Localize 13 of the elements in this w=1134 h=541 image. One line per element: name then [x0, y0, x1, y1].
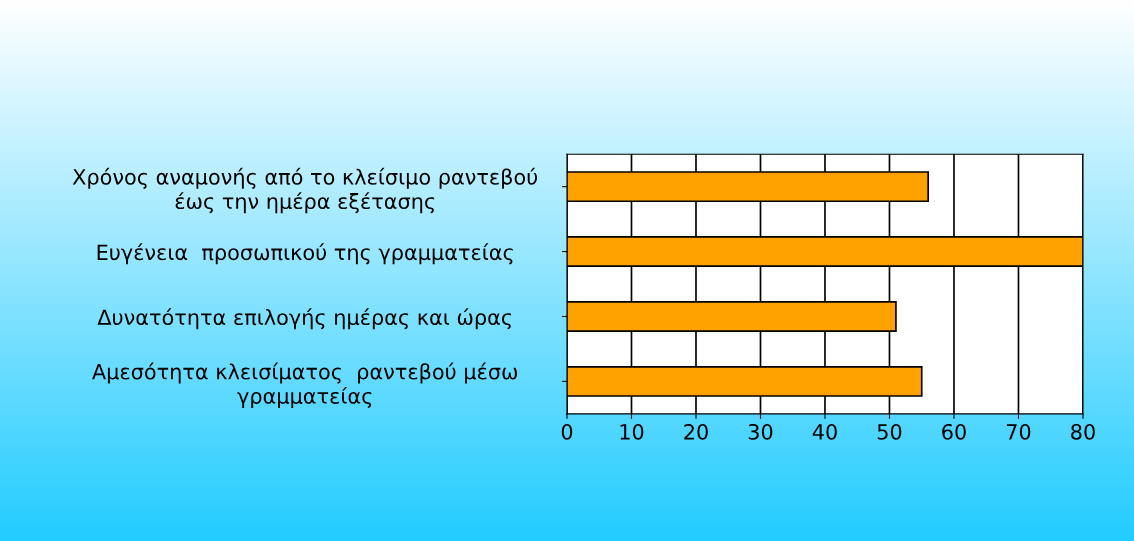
x-tick-label: 0 — [561, 423, 573, 440]
y-tick-label: Ευγένεια προσωπικού της γραμματείας — [97, 243, 513, 265]
y-tick-label: Δυνατότητα επιλογής ημέρας και ώρας — [97, 308, 512, 330]
x-tick-label: 30 — [748, 423, 773, 440]
y-tick-label: Αμεσότητα κλεισίματος ραντεβού μέσω γραμματείας — [92, 362, 518, 408]
x-tick-label: 60 — [942, 423, 966, 440]
y-tick-label: Χρόνος αναμονής από το κλείσιμο ραντεβού έως την ημέρα εξέτασης — [72, 167, 538, 214]
x-tick-label: 20 — [684, 423, 708, 440]
x-tick-label: 40 — [812, 423, 837, 440]
x-tick-label: 70 — [1006, 423, 1031, 440]
x-tick-label: 10 — [620, 423, 644, 440]
x-tick-label: 80 — [1071, 423, 1095, 440]
x-tick-label: 50 — [877, 423, 902, 440]
